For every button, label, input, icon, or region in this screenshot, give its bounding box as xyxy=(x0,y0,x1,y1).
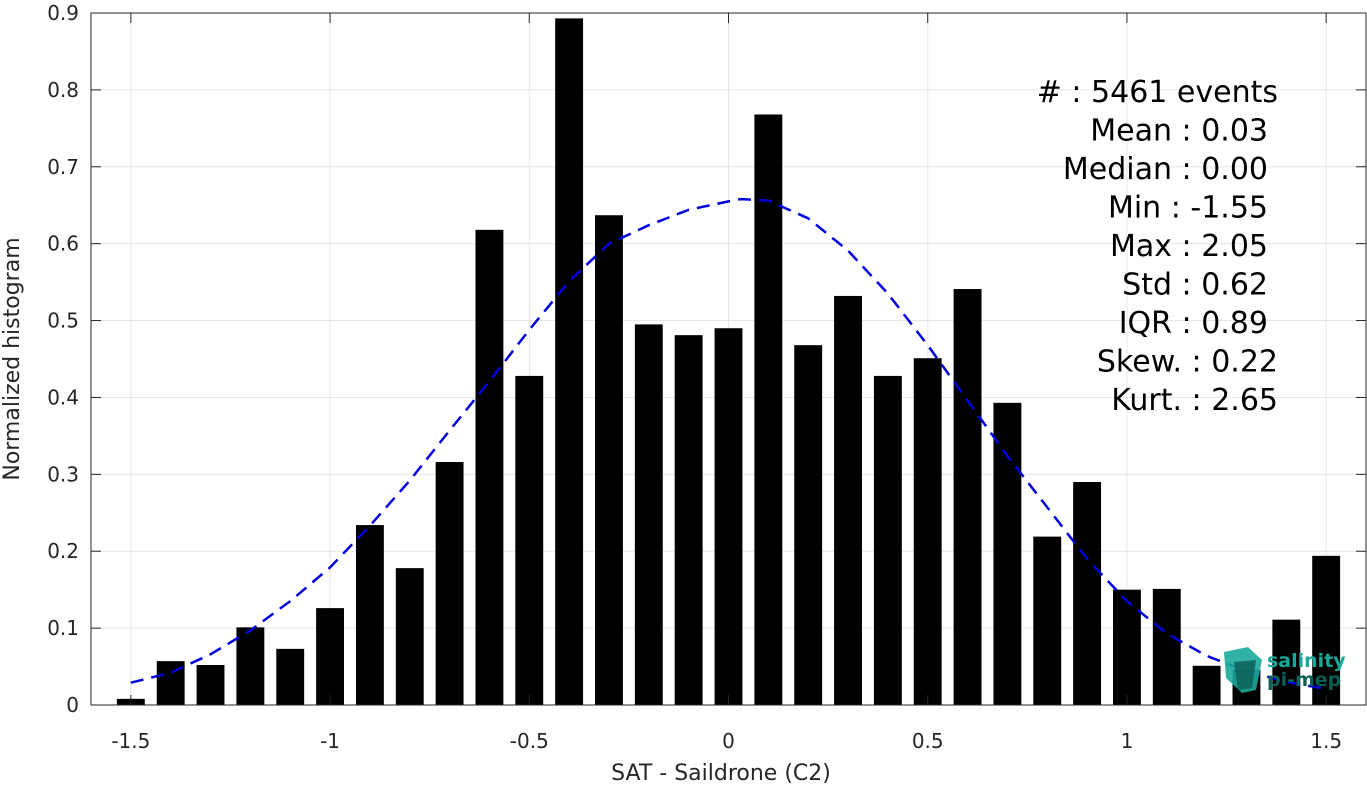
stat-line: Std : 0.62 xyxy=(1122,268,1268,303)
stat-line: Median : 0.00 xyxy=(1063,152,1268,187)
x-tick-label: -1 xyxy=(320,729,340,753)
logo-mark-shade-icon xyxy=(1234,660,1256,690)
histogram-bar xyxy=(1033,536,1062,705)
x-tick-label: 1 xyxy=(1121,729,1134,753)
histogram-bar xyxy=(355,525,384,705)
axis-ticks: 0 0.1 0.2 0.3 0.4 0.5 0.6 0.7 0.8 0.9 -1.5 -1 -0.5 0 0… xyxy=(47,1,1366,753)
histogram-bar xyxy=(674,335,703,705)
histogram-bar xyxy=(913,358,942,705)
histogram-bar xyxy=(1073,482,1102,705)
histogram-bar xyxy=(435,462,464,705)
y-tick-label: 0.3 xyxy=(47,462,79,486)
histogram-bar xyxy=(993,402,1022,705)
histogram-bar xyxy=(395,568,424,705)
y-tick-label: 0.1 xyxy=(47,616,79,640)
histogram-bar xyxy=(276,648,305,705)
histogram-bar xyxy=(1312,555,1341,705)
histogram-bar xyxy=(1152,588,1181,705)
histogram-bar xyxy=(595,215,623,705)
logo-text-line1: salinity xyxy=(1267,650,1346,672)
histogram-bar xyxy=(834,295,862,705)
logo-text-line2: pi-mep xyxy=(1267,669,1341,691)
histogram-bar xyxy=(953,289,982,705)
stat-line: Kurt. : 2.65 xyxy=(1111,383,1278,418)
y-tick-label: 0.2 xyxy=(47,539,79,563)
x-tick-label: -1.5 xyxy=(111,729,150,753)
normal-fit-curve xyxy=(130,197,1327,691)
y-tick-label: 0 xyxy=(66,693,79,717)
stat-line: Min : -1.55 xyxy=(1108,191,1268,226)
histogram-bar xyxy=(873,375,902,705)
y-tick-label: 0.7 xyxy=(47,155,79,179)
histogram-bar xyxy=(754,114,783,705)
y-tick-label: 0.9 xyxy=(47,1,79,25)
y-tick-label: 0.4 xyxy=(47,385,79,409)
stat-line: Mean : 0.03 xyxy=(1090,114,1268,149)
stat-line: # : 5461 events xyxy=(1037,75,1278,110)
x-axis-label: SAT - Saildrone (C2) xyxy=(611,761,831,785)
stat-line: Skew. : 0.22 xyxy=(1097,345,1278,380)
histogram-bar xyxy=(714,328,743,705)
x-tick-label: 0 xyxy=(722,729,735,753)
y-axis-label: Normalized histogram xyxy=(0,237,25,480)
histogram-bar xyxy=(515,375,544,705)
histogram-bar xyxy=(1192,665,1221,705)
histogram-bar xyxy=(196,665,225,705)
x-tick-label: -0.5 xyxy=(510,729,549,753)
x-tick-label: 0.5 xyxy=(912,729,944,753)
y-tick-label: 0.8 xyxy=(47,78,79,102)
histogram-bar xyxy=(1272,619,1301,705)
y-tick-label: 0.5 xyxy=(47,309,79,333)
histogram-bar xyxy=(236,627,265,705)
stat-line: IQR : 0.89 xyxy=(1119,306,1268,341)
salinity-pimep-logo: salinity pi-mep xyxy=(1224,647,1346,693)
histogram-bar xyxy=(794,345,823,705)
histogram-bar xyxy=(316,608,345,705)
histogram-bar xyxy=(634,324,663,705)
histogram-bar xyxy=(475,229,504,705)
stat-line: Max : 2.05 xyxy=(1110,229,1268,264)
y-tick-label: 0.6 xyxy=(47,232,79,256)
x-tick-label: 1.5 xyxy=(1310,729,1342,753)
histogram-bars xyxy=(116,18,1341,706)
histogram-bar xyxy=(1112,589,1141,705)
histogram-bar xyxy=(555,18,584,706)
